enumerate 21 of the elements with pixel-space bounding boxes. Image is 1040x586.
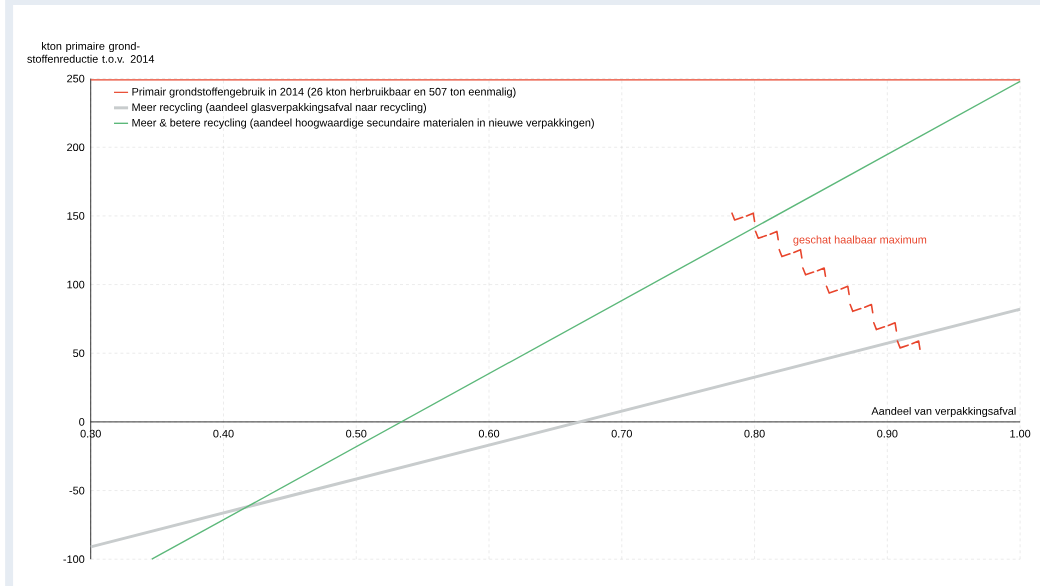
x-tick-label: 0.50 <box>346 429 367 438</box>
y-tick-label: 200 <box>67 143 85 152</box>
y-tick-label: 100 <box>67 280 85 289</box>
y-tick-label: -50 <box>69 486 85 495</box>
y-tick-label: 50 <box>73 349 85 358</box>
y-axis-title: kton primaire grond-stoffenreductie t.o.v. 2014 <box>27 41 155 63</box>
y-tick-label: 0 <box>79 418 85 426</box>
x-axis-title: Aandeel van verpakkingsafval <box>871 406 1016 418</box>
legend-label: Meer & betere recycling (aandeel hoogwaardige secundaire materialen in nieuwe verpakkingen) <box>132 118 594 129</box>
x-tick-label: 0.90 <box>877 429 898 438</box>
y-tick-label: -100 <box>63 555 85 564</box>
y-tick-label: 150 <box>67 212 85 220</box>
x-tick-label: 1.00 <box>1010 429 1031 438</box>
annotation: geschat haalbaar maximum <box>793 235 927 246</box>
legend-label: Meer recycling (aandeel glasverpakkingsafval naar recycling) <box>132 103 426 114</box>
x-tick-label: 0.40 <box>213 429 234 438</box>
x-tick-label: 0.70 <box>611 429 632 438</box>
x-tick-label: 0.60 <box>478 429 500 438</box>
y-tick-label: 250 <box>67 74 85 83</box>
legend-label: Primair grondstoffengebruik in 2014 (26 kton herbruikbaar en 507 ton eenmalig) <box>132 87 516 98</box>
x-tick-label: 0.80 <box>744 429 765 438</box>
